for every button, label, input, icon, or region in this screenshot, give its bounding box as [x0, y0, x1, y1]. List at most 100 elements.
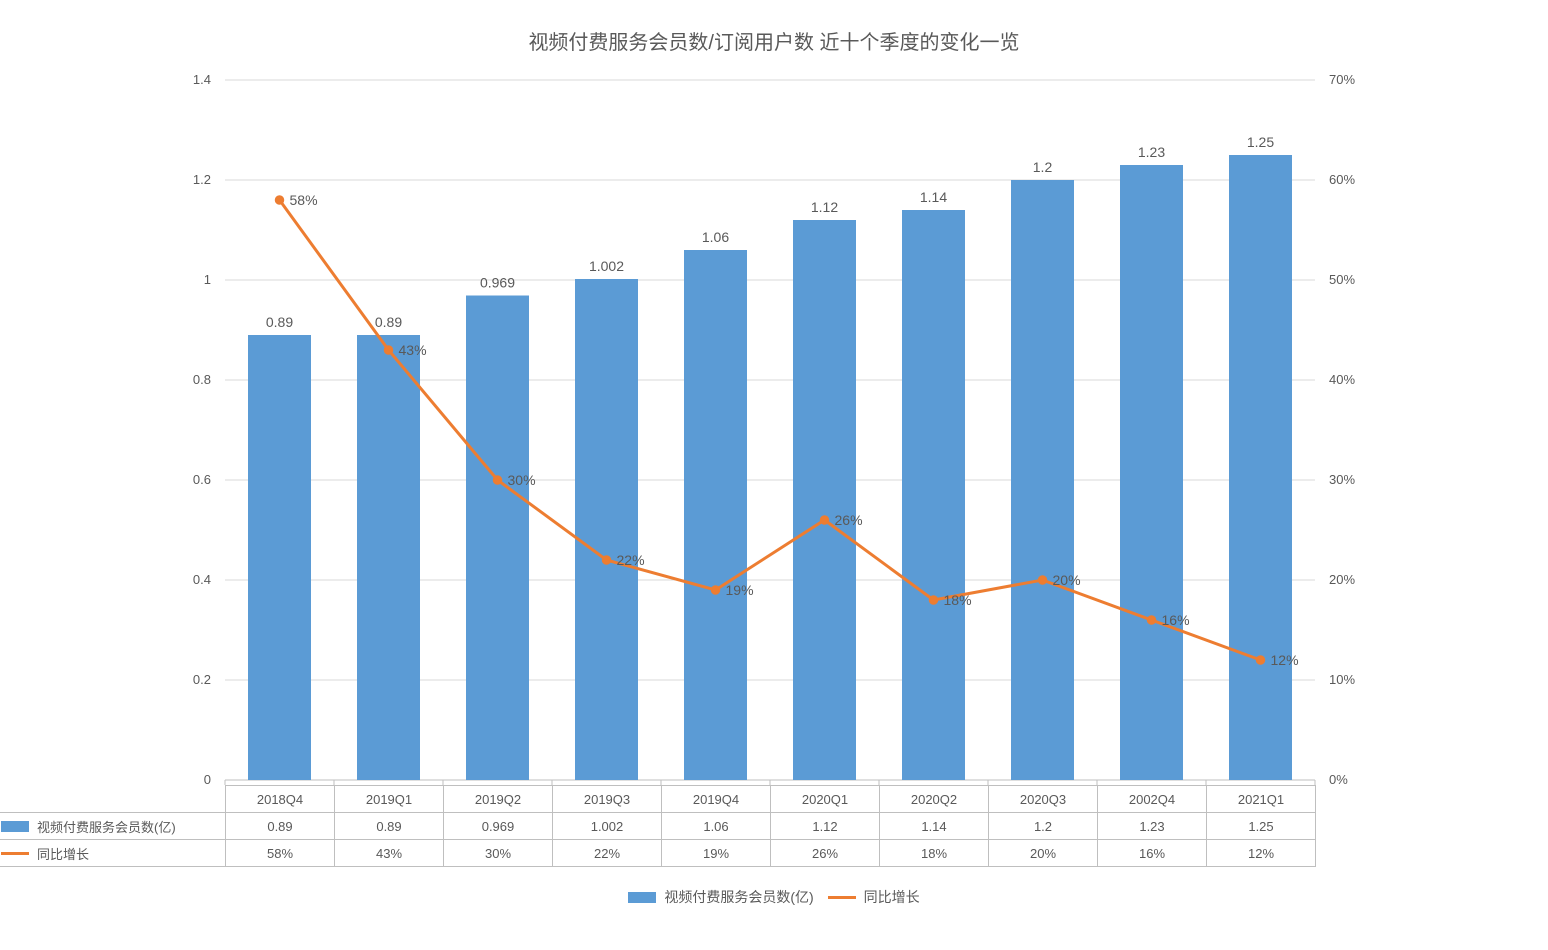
table-line-cell: 30% [444, 840, 553, 867]
table-bar-cell: 1.06 [662, 813, 771, 840]
bar [1011, 180, 1074, 780]
bar-swatch-icon [628, 892, 656, 903]
bar [1229, 155, 1292, 780]
growth-value-label: 16% [1162, 612, 1190, 628]
table-bar-cell: 0.969 [444, 813, 553, 840]
bar-value-label: 0.89 [266, 314, 293, 330]
table-bar-cell: 1.2 [989, 813, 1098, 840]
table-bar-cell: 1.23 [1098, 813, 1207, 840]
table-category-cell: 2018Q4 [226, 786, 335, 813]
y-right-tick: 10% [1329, 672, 1355, 687]
line-swatch-icon [828, 896, 856, 899]
growth-marker [930, 596, 938, 604]
y-left-tick: 0.2 [193, 672, 211, 687]
growth-marker [712, 586, 720, 594]
y-right-tick: 0% [1329, 772, 1348, 787]
bar-value-label: 1.2 [1033, 159, 1053, 175]
growth-marker [1039, 576, 1047, 584]
legend: 视频付费服务会员数(亿) 同比增长 [0, 887, 1548, 907]
table-category-cell: 2021Q1 [1207, 786, 1316, 813]
table-line-cell: 26% [771, 840, 880, 867]
growth-marker [603, 556, 611, 564]
table-category-cell: 2019Q4 [662, 786, 771, 813]
table-bar-cell: 0.89 [226, 813, 335, 840]
bar [248, 335, 311, 780]
y-right-tick: 50% [1329, 272, 1355, 287]
y-right-tick: 60% [1329, 172, 1355, 187]
bar [575, 279, 638, 780]
legend-item: 同比增长 [828, 887, 920, 907]
growth-value-label: 43% [399, 342, 427, 358]
bar-value-label: 1.14 [920, 189, 947, 205]
growth-marker [276, 196, 284, 204]
table-line-cell: 16% [1098, 840, 1207, 867]
growth-value-label: 20% [1053, 572, 1081, 588]
table-bar-cell: 1.12 [771, 813, 880, 840]
growth-marker [821, 516, 829, 524]
table-line-cell: 18% [880, 840, 989, 867]
table-line-cell: 43% [335, 840, 444, 867]
y-left-tick: 1.2 [193, 172, 211, 187]
data-table: 2018Q42019Q12019Q22019Q32019Q42020Q12020… [0, 785, 1316, 867]
growth-marker [494, 476, 502, 484]
y-left-tick: 0.8 [193, 372, 211, 387]
bar [357, 335, 420, 780]
table-row-label: 同比增长 [37, 844, 89, 863]
bar-value-label: 0.89 [375, 314, 402, 330]
growth-line [280, 200, 1261, 660]
table-bar-cell: 1.14 [880, 813, 989, 840]
legend-label: 同比增长 [864, 887, 920, 907]
growth-value-label: 26% [835, 512, 863, 528]
data-table-wrap: 2018Q42019Q12019Q22019Q32019Q42020Q12020… [0, 785, 1316, 867]
table-category-cell: 2020Q1 [771, 786, 880, 813]
bar [466, 296, 529, 781]
bar-value-label: 1.06 [702, 229, 729, 245]
bar-value-label: 1.25 [1247, 134, 1274, 150]
growth-value-label: 58% [290, 192, 318, 208]
growth-marker [1257, 656, 1265, 664]
legend-label: 视频付费服务会员数(亿) [664, 887, 813, 907]
table-category-cell: 2019Q1 [335, 786, 444, 813]
bar-value-label: 0.969 [480, 275, 515, 291]
table-category-cell: 2019Q2 [444, 786, 553, 813]
table-category-cell: 2019Q3 [553, 786, 662, 813]
table-line-cell: 19% [662, 840, 771, 867]
line-swatch-icon [1, 852, 29, 855]
bar [684, 250, 747, 780]
table-line-cell: 20% [989, 840, 1098, 867]
growth-marker [1148, 616, 1156, 624]
growth-marker [385, 346, 393, 354]
table-line-cell: 58% [226, 840, 335, 867]
bar-value-label: 1.12 [811, 199, 838, 215]
table-category-cell: 2020Q3 [989, 786, 1098, 813]
bar [793, 220, 856, 780]
y-left-tick: 1 [204, 272, 211, 287]
table-bar-cell: 0.89 [335, 813, 444, 840]
y-left-tick: 1.4 [193, 72, 211, 87]
growth-value-label: 22% [617, 552, 645, 568]
table-row-label: 视频付费服务会员数(亿) [37, 817, 176, 836]
y-left-tick: 0.4 [193, 572, 211, 587]
y-right-tick: 30% [1329, 472, 1355, 487]
bar [1120, 165, 1183, 780]
table-line-cell: 22% [553, 840, 662, 867]
table-category-cell: 2020Q2 [880, 786, 989, 813]
bar-swatch-icon [1, 821, 29, 832]
growth-value-label: 19% [726, 582, 754, 598]
table-row-header-bars: 视频付费服务会员数(亿) [0, 813, 226, 840]
growth-value-label: 12% [1271, 652, 1299, 668]
y-right-tick: 40% [1329, 372, 1355, 387]
table-category-cell: 2002Q4 [1098, 786, 1207, 813]
legend-item: 视频付费服务会员数(亿) [628, 887, 813, 907]
bar [902, 210, 965, 780]
y-right-tick: 70% [1329, 72, 1355, 87]
y-left-tick: 0.6 [193, 472, 211, 487]
table-bar-cell: 1.25 [1207, 813, 1316, 840]
table-row-header-line: 同比增长 [0, 840, 226, 867]
bar-value-label: 1.002 [589, 258, 624, 274]
bar-value-label: 1.23 [1138, 144, 1165, 160]
growth-value-label: 30% [508, 472, 536, 488]
chart-container: 视频付费服务会员数/订阅用户数 近十个季度的变化一览 00.20.40.60.8… [0, 0, 1548, 950]
y-right-tick: 20% [1329, 572, 1355, 587]
table-line-cell: 12% [1207, 840, 1316, 867]
